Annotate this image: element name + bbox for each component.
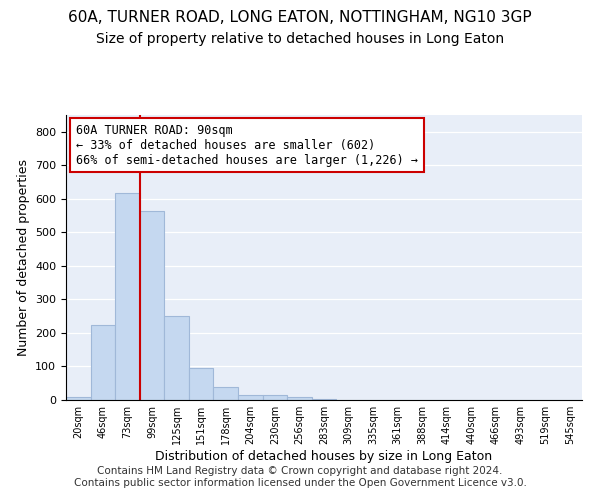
Bar	[91, 324, 115, 400]
Bar	[312, 399, 336, 400]
Bar	[66, 398, 91, 400]
Bar	[238, 395, 263, 400]
Bar	[164, 316, 189, 400]
Text: 60A, TURNER ROAD, LONG EATON, NOTTINGHAM, NG10 3GP: 60A, TURNER ROAD, LONG EATON, NOTTINGHAM…	[68, 10, 532, 25]
Bar	[115, 193, 140, 400]
Bar	[263, 395, 287, 400]
Y-axis label: Number of detached properties: Number of detached properties	[17, 159, 29, 356]
Bar	[287, 398, 312, 400]
Bar	[214, 386, 238, 400]
X-axis label: Distribution of detached houses by size in Long Eaton: Distribution of detached houses by size …	[155, 450, 493, 463]
Text: 60A TURNER ROAD: 90sqm
← 33% of detached houses are smaller (602)
66% of semi-de: 60A TURNER ROAD: 90sqm ← 33% of detached…	[76, 124, 418, 166]
Text: Contains HM Land Registry data © Crown copyright and database right 2024.
Contai: Contains HM Land Registry data © Crown c…	[74, 466, 526, 487]
Bar	[140, 210, 164, 400]
Text: Size of property relative to detached houses in Long Eaton: Size of property relative to detached ho…	[96, 32, 504, 46]
Bar	[189, 368, 214, 400]
